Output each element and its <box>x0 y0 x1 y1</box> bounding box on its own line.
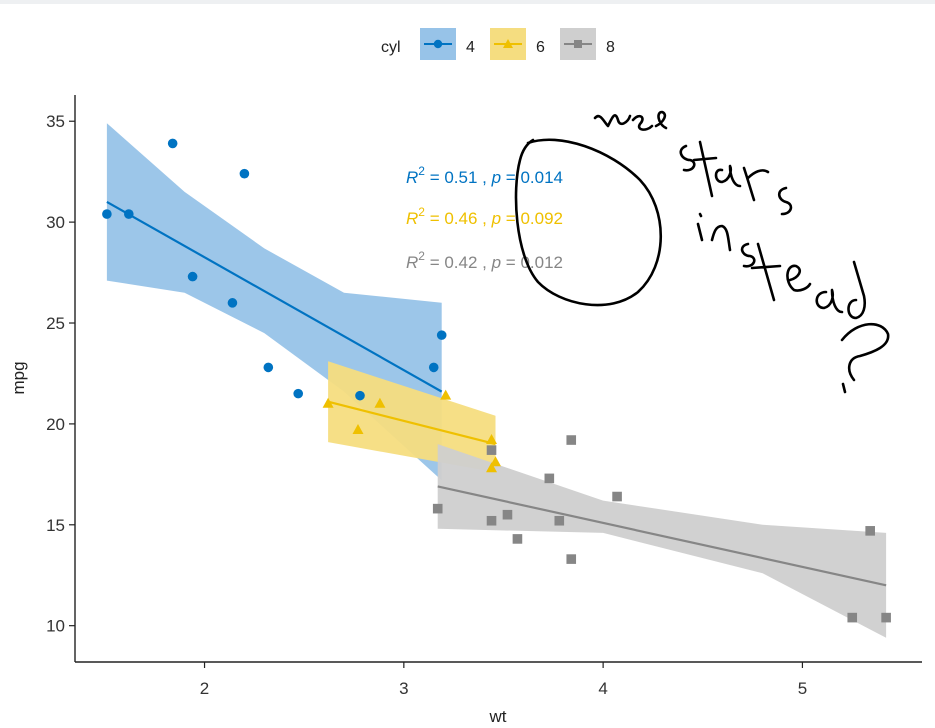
data-point-cyl-8 <box>486 445 497 455</box>
handwritten-annotation <box>514 110 890 394</box>
legend-key-marker <box>503 39 513 48</box>
legend-key-marker <box>574 40 582 48</box>
legend-key-marker <box>433 39 443 49</box>
legend-label-cyl-6: 6 <box>536 39 545 56</box>
window-top-strip <box>0 0 935 4</box>
y-tick-label: 20 <box>46 415 65 434</box>
stat-label-cyl-4: R2 = 0.51 , p = 0.014 <box>406 164 563 187</box>
data-point-cyl-4 <box>263 362 274 373</box>
x-tick-label: 5 <box>798 679 807 698</box>
data-point-cyl-8 <box>486 515 497 526</box>
y-tick-label: 30 <box>46 213 65 232</box>
data-point-cyl-8 <box>544 473 555 484</box>
confidence-band-cyl-8 <box>437 444 887 638</box>
data-point-cyl-6 <box>322 397 334 408</box>
stat-label-cyl-6: R2 = 0.46 , p = 0.092 <box>406 205 563 228</box>
data-point-cyl-8 <box>502 509 513 520</box>
data-points <box>102 138 891 623</box>
y-tick-label: 25 <box>46 314 65 333</box>
regression-line-cyl-8 <box>437 485 887 587</box>
annotation-circle <box>514 138 663 307</box>
data-point-cyl-8 <box>432 503 443 514</box>
data-point-cyl-8 <box>847 612 858 623</box>
regression-stats: R2 = 0.51 , p = 0.014 R2 = 0.46 , p = 0.0… <box>406 164 563 272</box>
data-point-cyl-8 <box>554 515 565 526</box>
data-point-cyl-8 <box>512 534 523 544</box>
data-point-cyl-6 <box>352 423 364 434</box>
data-point-cyl-6 <box>486 434 498 445</box>
legend-label-cyl-4: 4 <box>466 39 475 56</box>
data-point-cyl-4 <box>124 209 134 219</box>
confidence-bands <box>106 123 887 638</box>
y-axis-ticks: 10 15 20 25 30 35 <box>46 112 75 636</box>
data-point-cyl-6 <box>440 389 452 400</box>
data-point-cyl-6 <box>486 462 498 473</box>
regression-line-cyl-4 <box>106 200 443 393</box>
data-point-cyl-4 <box>436 330 447 340</box>
legend-title: cyl <box>381 39 401 56</box>
data-point-cyl-8 <box>865 526 875 536</box>
data-point-cyl-4 <box>293 388 304 399</box>
x-tick-label: 4 <box>598 679 607 698</box>
legend: cyl 4 6 8 <box>381 28 615 60</box>
data-point-cyl-8 <box>881 612 891 623</box>
x-axis-ticks: 2 3 4 5 <box>200 662 807 698</box>
annotation-word-use <box>593 110 668 131</box>
data-point-cyl-8 <box>612 491 622 502</box>
annotation-word-instead <box>696 212 867 320</box>
y-tick-label: 15 <box>46 516 65 535</box>
y-tick-label: 35 <box>46 112 65 131</box>
annotation-question-mark <box>840 322 890 394</box>
data-point-cyl-6 <box>374 397 386 408</box>
data-point-cyl-8 <box>566 554 577 564</box>
data-point-cyl-4 <box>227 298 238 308</box>
annotation-word-stars <box>679 140 793 216</box>
data-point-cyl-4 <box>428 362 439 373</box>
regression-line-cyl-6 <box>327 400 496 446</box>
data-point-cyl-4 <box>355 390 365 401</box>
data-point-cyl-8 <box>566 435 577 445</box>
data-point-cyl-4 <box>239 168 250 179</box>
data-point-cyl-4 <box>167 138 178 149</box>
x-axis-title: wt <box>489 707 507 726</box>
x-tick-label: 3 <box>399 679 408 698</box>
confidence-band-cyl-6 <box>328 361 496 473</box>
stat-label-cyl-8: R2 = 0.42 , p = 0.012 <box>406 249 563 272</box>
regression-lines <box>106 200 887 587</box>
data-point-cyl-4 <box>187 271 198 282</box>
data-point-cyl-4 <box>102 209 112 219</box>
data-point-cyl-6 <box>490 456 502 467</box>
x-tick-label: 2 <box>200 679 209 698</box>
y-axis-title: mpg <box>9 361 28 394</box>
legend-label-cyl-8: 8 <box>606 39 615 56</box>
y-tick-label: 10 <box>46 617 65 636</box>
